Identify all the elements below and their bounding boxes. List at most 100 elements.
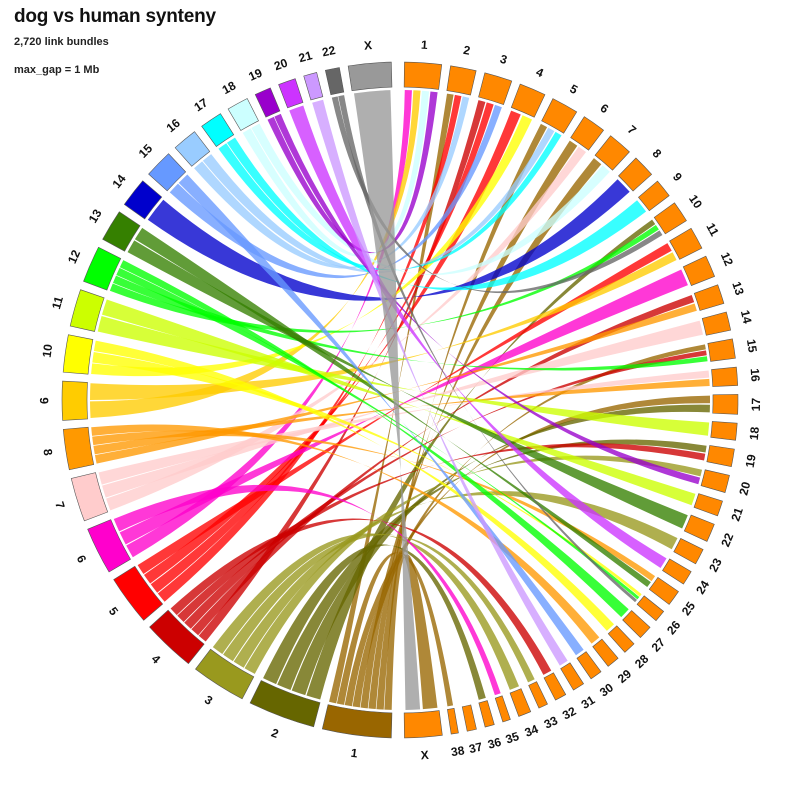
human-chromosome-label-15: 15 xyxy=(136,141,156,161)
human-chromosome-label-6: 6 xyxy=(74,553,90,566)
dog-chromosome-label-22: 22 xyxy=(718,531,736,549)
human-chromosome-label-14: 14 xyxy=(109,172,128,191)
human-chromosome-4 xyxy=(149,609,205,665)
dog-chromosome-11 xyxy=(669,227,703,260)
dog-chromosome-label-3: 3 xyxy=(498,52,509,67)
dog-chromosome-29 xyxy=(592,638,619,667)
human-chromosome-16 xyxy=(174,131,211,167)
dog-chromosome-label-12: 12 xyxy=(718,250,736,268)
human-chromosome-17 xyxy=(201,113,235,147)
link-bundle-human-10-dog-4 xyxy=(91,115,533,377)
human-chromosome-11 xyxy=(69,289,105,332)
dog-chromosome-27 xyxy=(622,610,651,639)
dog-chromosome-label-15: 15 xyxy=(744,338,760,354)
dog-chromosome-16 xyxy=(711,366,739,387)
dog-chromosome-18 xyxy=(710,421,738,441)
dog-chromosome-9 xyxy=(638,180,670,212)
human-chromosome-label-8: 8 xyxy=(40,448,55,457)
link-bundle-human-9-dog-11 xyxy=(90,252,677,400)
dog-chromosome-1 xyxy=(403,61,443,90)
dog-chromosome-37 xyxy=(461,704,477,732)
dog-chromosome-17 xyxy=(712,394,739,415)
link-bundle-human-1-dog-X xyxy=(384,554,438,710)
dog-chromosome-24 xyxy=(662,558,692,585)
dog-chromosome-10 xyxy=(653,202,687,235)
human-chromosome-7 xyxy=(70,472,109,522)
dog-chromosome-14 xyxy=(701,311,732,336)
human-chromosome-label-16: 16 xyxy=(164,116,183,136)
dog-chromosome-38 xyxy=(447,707,459,735)
dog-chromosome-30 xyxy=(576,651,602,680)
chromosome-ideograms xyxy=(61,61,739,739)
human-chromosome-22 xyxy=(324,67,345,96)
dog-chromosome-5 xyxy=(541,98,578,134)
dog-chromosome-21 xyxy=(693,493,723,517)
dog-chromosome-3 xyxy=(478,72,513,105)
dog-chromosome-label-21: 21 xyxy=(728,505,746,522)
link-bundle-human-4-dog-32 xyxy=(170,518,552,675)
human-chromosome-X xyxy=(347,61,393,92)
dog-chromosome-label-26: 26 xyxy=(664,618,684,637)
dog-chromosome-label-28: 28 xyxy=(632,651,652,671)
human-chromosome-5 xyxy=(113,565,164,621)
dog-chromosome-13 xyxy=(693,284,725,311)
dog-chromosome-12 xyxy=(682,255,715,286)
dog-chromosome-6 xyxy=(570,116,605,151)
link-bundle-human-8-dog-13 xyxy=(94,303,697,464)
human-chromosome-3 xyxy=(195,648,255,700)
link-bundle-human-4-dog-19 xyxy=(177,443,706,623)
human-chromosome-18 xyxy=(227,98,259,131)
human-chromosome-label-1: 1 xyxy=(350,746,359,761)
human-chromosome-20 xyxy=(278,78,304,109)
dog-chromosome-label-34: 34 xyxy=(523,722,541,740)
link-bundle-human-1-dog-2 xyxy=(329,93,454,704)
dog-chromosome-label-8: 8 xyxy=(650,146,665,161)
human-chromosome-label-2: 2 xyxy=(269,726,280,742)
link-bundle-human-7-dog-14 xyxy=(102,320,704,498)
link-bundles xyxy=(90,90,710,710)
dog-chromosome-26 xyxy=(636,595,665,622)
link-bundle-human-15-dog-30 xyxy=(178,174,584,656)
human-chromosome-10 xyxy=(62,334,94,375)
dog-chromosome-2 xyxy=(446,65,477,96)
dog-chromosome-label-18: 18 xyxy=(747,426,762,441)
dog-chromosome-19 xyxy=(706,445,735,467)
human-chromosome-label-22: 22 xyxy=(321,43,337,59)
dog-chromosome-label-X: X xyxy=(420,748,429,763)
human-chromosome-label-X: X xyxy=(363,38,372,53)
dog-chromosome-label-6: 6 xyxy=(598,101,612,116)
link-bundle-human-2-dog-17 xyxy=(291,404,710,696)
human-chromosome-label-21: 21 xyxy=(297,48,314,65)
dog-chromosome-35 xyxy=(494,695,511,723)
dog-chromosome-31 xyxy=(560,662,585,691)
link-bundle-human-21-dog-31 xyxy=(312,99,568,666)
human-chromosome-label-19: 19 xyxy=(246,65,264,83)
dog-chromosome-8 xyxy=(618,157,653,192)
dog-chromosome-32 xyxy=(543,672,567,701)
link-bundle-human-3-dog-34 xyxy=(212,533,520,690)
human-chromosome-label-5: 5 xyxy=(106,604,121,618)
dog-chromosome-label-33: 33 xyxy=(542,713,560,731)
plot-title: dog vs human synteny xyxy=(14,6,216,27)
dog-chromosome-label-9: 9 xyxy=(670,170,685,184)
dog-chromosome-label-20: 20 xyxy=(736,480,753,497)
dog-chromosome-20 xyxy=(700,469,730,493)
human-chromosome-label-12: 12 xyxy=(65,248,83,266)
human-chromosome-label-11: 11 xyxy=(49,294,66,310)
plot-subtitle: 2,720 link bundles xyxy=(14,36,109,48)
human-chromosome-1 xyxy=(321,704,393,739)
dog-chromosome-label-36: 36 xyxy=(486,735,503,752)
human-chromosome-9 xyxy=(61,380,88,421)
dog-chromosome-label-4: 4 xyxy=(534,65,546,81)
link-bundle-human-16-dog-5 xyxy=(202,127,555,273)
dog-chromosome-label-30: 30 xyxy=(597,680,616,699)
dog-chromosome-label-7: 7 xyxy=(625,122,639,137)
link-bundle-human-1-dog-38 xyxy=(336,552,454,707)
dog-chromosome-33 xyxy=(528,681,548,709)
dog-chromosome-label-17: 17 xyxy=(749,397,763,411)
dog-chromosome-X xyxy=(403,710,443,739)
human-chromosome-label-3: 3 xyxy=(202,692,215,708)
human-chromosome-15 xyxy=(148,153,187,192)
dog-chromosome-label-1: 1 xyxy=(421,38,429,52)
dog-chromosome-label-29: 29 xyxy=(615,666,634,685)
